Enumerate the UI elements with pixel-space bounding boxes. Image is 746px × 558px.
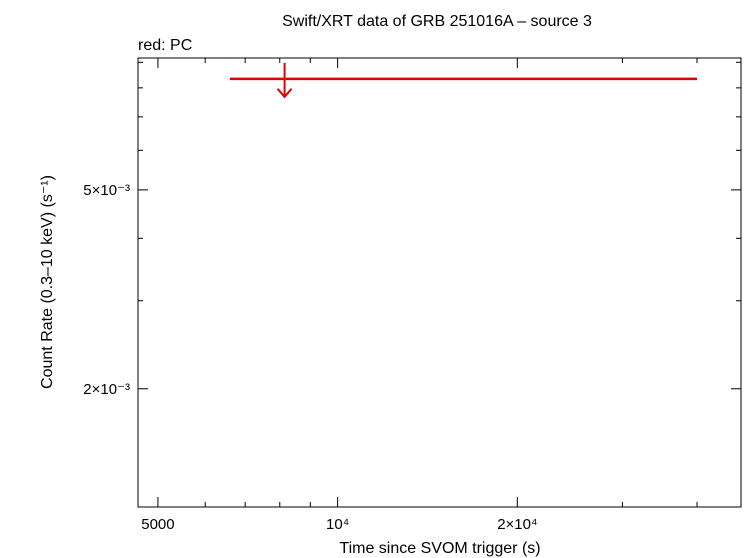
- y-tick-label: 5×10⁻³: [83, 182, 130, 199]
- upper-limit-arrow: [276, 62, 293, 99]
- x-tick-label: 2×10⁴: [497, 516, 537, 533]
- x-tick-label: 10⁴: [326, 516, 349, 533]
- chart-title: Swift/XRT data of GRB 251016A – source 3: [282, 13, 592, 30]
- y-tick-label: 2×10⁻³: [83, 381, 130, 398]
- x-axis-label: Time since SVOM trigger (s): [339, 540, 540, 557]
- x-tick-label: 5000: [141, 516, 174, 533]
- plot-frame: [137, 57, 742, 508]
- y-axis-label: Count Rate (0.3–10 keV) (s⁻¹): [39, 175, 56, 389]
- subtitle: red: PC: [138, 37, 192, 54]
